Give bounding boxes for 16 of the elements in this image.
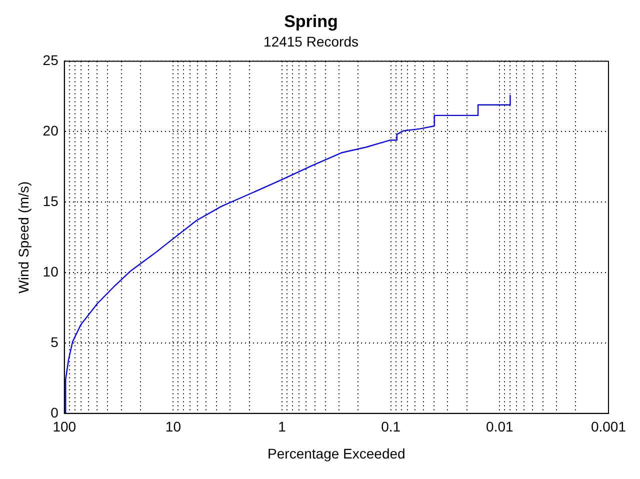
y-tick-label: 20	[42, 122, 59, 138]
x-tick-label: 0.001	[590, 418, 626, 435]
x-tick-label: 10	[165, 418, 182, 435]
y-tick-label: 10	[42, 263, 59, 280]
x-tick-label: 0.01	[486, 418, 514, 435]
x-axis-title: Percentage Exceeded	[268, 445, 406, 462]
x-tick-label: 100	[52, 418, 76, 435]
x-tick-label: 0.1	[381, 418, 401, 435]
y-tick-label: 5	[50, 334, 59, 350]
y-axis-title: Wind Speed (m/s)	[15, 181, 32, 294]
chart-title: Spring	[284, 12, 338, 31]
y-tick-label: 25	[42, 52, 59, 68]
x-tick-label: 1	[278, 418, 286, 435]
y-tick-label: 15	[42, 192, 59, 209]
y-tick-label: 0	[50, 404, 59, 420]
chart-subtitle: 12415 Records	[264, 34, 358, 50]
